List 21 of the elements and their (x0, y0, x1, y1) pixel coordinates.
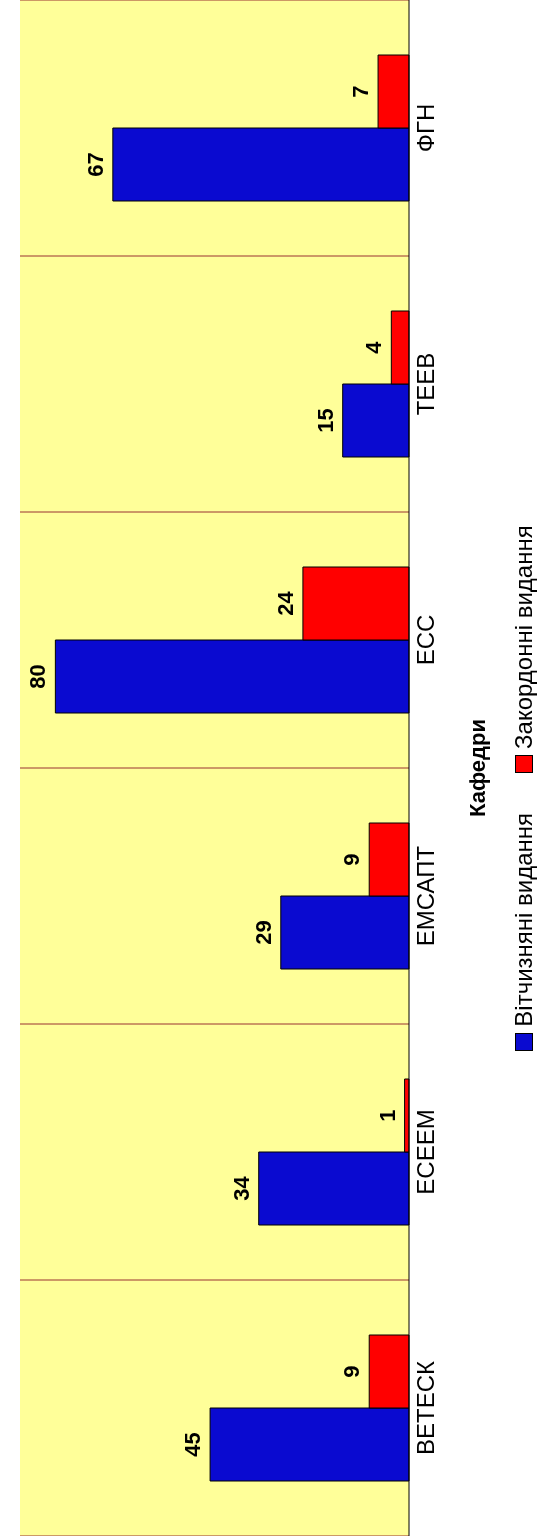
data-label: 45 (180, 1432, 206, 1457)
data-label: 34 (228, 1175, 254, 1201)
data-label: 4 (361, 340, 387, 354)
y-axis-title: Кафедри (465, 718, 490, 818)
data-label: 67 (82, 152, 108, 177)
data-label: 9 (339, 1365, 365, 1378)
data-label: 7 (348, 85, 374, 98)
text: Закордонні видання (510, 525, 538, 749)
y-tick-label: ТЕЕВ (412, 352, 440, 416)
data-label: 1 (374, 1109, 400, 1122)
data-label: 80 (25, 664, 51, 689)
data-label: 29 (250, 920, 276, 945)
y-tick-label: ВЕТЕСК (412, 1360, 440, 1455)
data-label: 15 (312, 408, 338, 433)
text: Вітчизняні видання (510, 812, 538, 1027)
y-tick-label: ЕСЕЕМ (412, 1109, 440, 1195)
data-label: 24 (272, 590, 298, 616)
data-label: 9 (339, 853, 365, 866)
y-tick-label: ЕСС (412, 614, 440, 666)
y-tick-label: ФГН (412, 103, 440, 153)
y-tick-label: ЕМСАПТ (412, 845, 440, 947)
